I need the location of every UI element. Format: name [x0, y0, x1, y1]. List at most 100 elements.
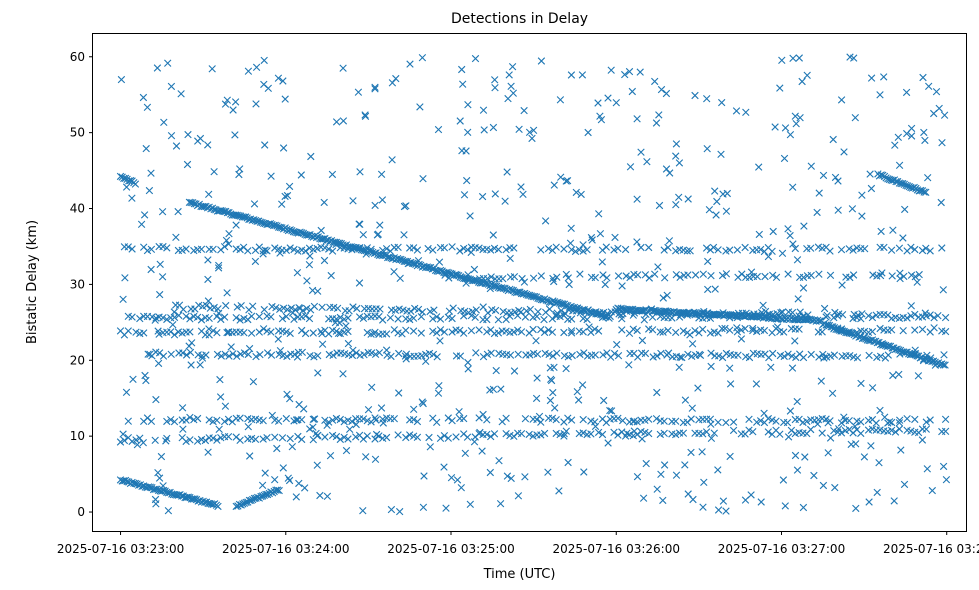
data-point-marker	[140, 329, 148, 337]
data-point-marker	[146, 350, 154, 358]
data-point-marker	[659, 328, 667, 336]
data-point-marker	[489, 123, 498, 132]
data-point-marker	[737, 335, 746, 343]
data-point-marker	[567, 224, 575, 232]
data-point-marker	[897, 446, 905, 454]
data-point-marker	[899, 234, 907, 242]
data-point-marker	[406, 431, 414, 439]
data-point-marker	[672, 471, 681, 479]
data-point-marker	[564, 414, 572, 422]
data-point-marker	[603, 274, 611, 282]
data-point-marker	[823, 311, 831, 320]
data-point-marker	[834, 177, 842, 185]
data-point-marker	[260, 56, 268, 65]
data-point-marker	[876, 352, 885, 360]
data-point-marker	[734, 351, 742, 359]
data-point-marker	[418, 54, 427, 62]
data-point-marker	[544, 468, 552, 476]
data-point-marker	[560, 328, 568, 337]
data-point-marker	[448, 328, 456, 336]
data-point-marker	[470, 438, 479, 446]
data-point-marker	[887, 326, 896, 334]
data-point-marker	[178, 246, 186, 254]
data-point-marker	[788, 364, 797, 372]
data-point-marker	[793, 397, 801, 406]
data-point-marker	[703, 95, 711, 103]
data-point-marker	[607, 66, 615, 74]
data-point-marker	[941, 313, 950, 322]
data-point-marker	[902, 88, 911, 97]
data-point-marker	[696, 310, 704, 318]
data-point-marker	[726, 326, 734, 334]
data-point-marker	[618, 326, 626, 334]
data-point-marker	[779, 476, 788, 484]
data-point-marker	[186, 436, 194, 444]
data-point-marker	[640, 316, 648, 324]
y-tick-label: 20	[70, 353, 85, 367]
data-point-marker	[633, 326, 641, 335]
data-point-marker	[764, 428, 772, 436]
data-point-marker	[348, 246, 356, 254]
data-point-marker	[128, 313, 136, 321]
data-point-marker	[704, 309, 712, 317]
data-point-marker	[246, 452, 254, 460]
data-point-marker	[229, 350, 237, 358]
data-point-marker	[791, 244, 799, 253]
data-point-marker	[242, 498, 250, 507]
data-point-marker	[132, 436, 140, 444]
data-point-marker	[721, 324, 729, 333]
data-point-marker	[247, 496, 255, 505]
data-point-marker	[732, 107, 741, 115]
data-point-marker	[567, 71, 576, 79]
data-point-marker	[318, 303, 326, 311]
data-point-marker	[301, 312, 310, 320]
data-point-marker	[920, 188, 928, 196]
data-point-marker	[323, 492, 332, 500]
data-point-marker	[515, 125, 523, 133]
data-point-marker	[801, 453, 809, 461]
data-point-marker	[653, 388, 661, 397]
data-point-marker	[475, 244, 483, 252]
data-point-marker	[747, 268, 756, 276]
data-point-marker	[317, 327, 325, 336]
data-point-marker	[244, 350, 252, 359]
data-point-marker	[355, 313, 364, 321]
data-point-marker	[170, 308, 178, 316]
data-point-marker	[865, 351, 873, 360]
data-point-marker	[252, 352, 260, 361]
data-point-marker	[626, 163, 635, 171]
y-tick-label: 50	[70, 126, 85, 140]
data-point-marker	[162, 437, 170, 445]
data-point-marker	[691, 327, 699, 335]
data-point-marker	[258, 481, 267, 489]
data-point-marker	[565, 280, 573, 289]
data-point-marker	[379, 316, 387, 324]
data-point-marker	[745, 415, 753, 423]
data-point-marker	[598, 430, 607, 439]
data-point-marker	[133, 441, 142, 449]
data-point-marker	[193, 313, 202, 321]
data-point-marker	[464, 365, 472, 373]
data-point-marker	[261, 469, 269, 477]
data-point-marker	[290, 315, 298, 323]
data-point-marker	[928, 486, 936, 495]
data-point-marker	[853, 328, 861, 337]
data-point-marker	[600, 396, 608, 405]
data-point-marker	[413, 433, 422, 441]
data-point-marker	[435, 258, 444, 266]
data-point-marker	[466, 212, 474, 220]
data-point-marker	[215, 261, 223, 270]
data-point-marker	[271, 433, 279, 441]
data-point-marker	[880, 73, 888, 81]
data-point-marker	[214, 264, 223, 272]
data-point-marker	[925, 82, 933, 90]
data-point-marker	[314, 369, 322, 377]
data-point-marker	[157, 452, 166, 461]
chart-title: Detections in Delay	[451, 11, 588, 27]
data-point-marker	[334, 329, 343, 337]
data-point-marker	[820, 304, 829, 313]
data-point-marker	[352, 420, 360, 429]
data-point-marker	[729, 311, 738, 320]
data-point-marker	[849, 271, 858, 279]
